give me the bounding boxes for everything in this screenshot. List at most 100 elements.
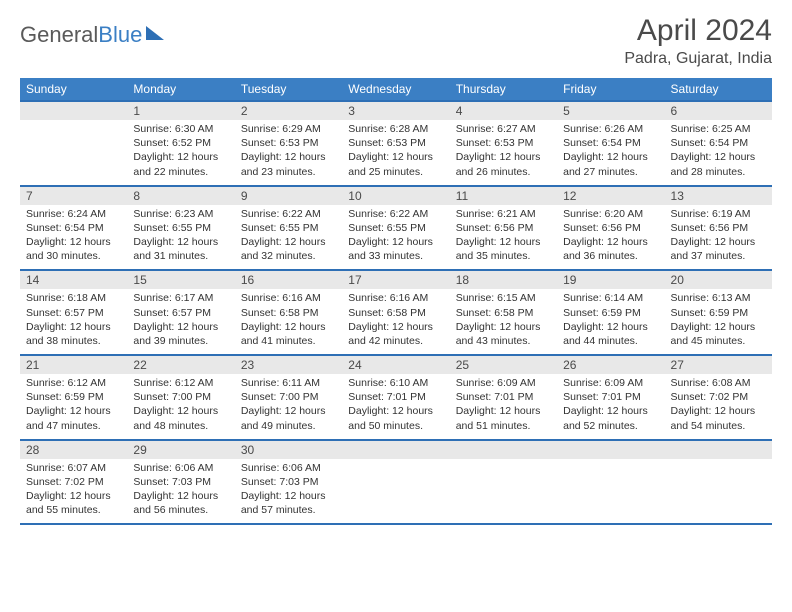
daylight-line: Daylight: 12 hours and 42 minutes.	[348, 320, 443, 348]
calendar-cell: 23Sunrise: 6:11 AMSunset: 7:00 PMDayligh…	[235, 355, 342, 440]
sunset-line: Sunset: 6:55 PM	[133, 221, 228, 235]
calendar-cell: 20Sunrise: 6:13 AMSunset: 6:59 PMDayligh…	[665, 270, 772, 355]
sunrise-line: Sunrise: 6:28 AM	[348, 122, 443, 136]
daylight-line: Daylight: 12 hours and 43 minutes.	[456, 320, 551, 348]
day-number: 16	[235, 271, 342, 289]
daylight-line: Daylight: 12 hours and 39 minutes.	[133, 320, 228, 348]
sunrise-line: Sunrise: 6:16 AM	[241, 291, 336, 305]
day-details	[450, 459, 557, 515]
sunset-value: 6:53 PM	[494, 137, 533, 149]
sunrise-value: 6:17 AM	[175, 292, 214, 304]
calendar-row: 28Sunrise: 6:07 AMSunset: 7:02 PMDayligh…	[20, 440, 772, 525]
sunset-value: 6:53 PM	[387, 137, 426, 149]
page-header: GeneralBlue April 2024 Padra, Gujarat, I…	[20, 14, 772, 68]
day-number: 9	[235, 187, 342, 205]
sunrise-value: 6:21 AM	[497, 208, 536, 220]
day-details: Sunrise: 6:07 AMSunset: 7:02 PMDaylight:…	[20, 459, 127, 524]
calendar-cell: 7Sunrise: 6:24 AMSunset: 6:54 PMDaylight…	[20, 186, 127, 271]
calendar-row: 21Sunrise: 6:12 AMSunset: 6:59 PMDayligh…	[20, 355, 772, 440]
daylight-line: Daylight: 12 hours and 57 minutes.	[241, 489, 336, 517]
day-details: Sunrise: 6:15 AMSunset: 6:58 PMDaylight:…	[450, 289, 557, 354]
weekday-header: Sunday	[20, 78, 127, 101]
day-details: Sunrise: 6:20 AMSunset: 6:56 PMDaylight:…	[557, 205, 664, 270]
sunset-value: 6:54 PM	[602, 137, 641, 149]
sunrise-value: 6:22 AM	[390, 208, 429, 220]
daylight-line: Daylight: 12 hours and 48 minutes.	[133, 404, 228, 432]
sunrise-value: 6:06 AM	[175, 462, 214, 474]
sunset-value: 6:55 PM	[387, 222, 426, 234]
logo: GeneralBlue	[20, 14, 164, 48]
logo-word2: Blue	[98, 22, 142, 47]
day-number	[20, 102, 127, 120]
daylight-line: Daylight: 12 hours and 31 minutes.	[133, 235, 228, 263]
daylight-line: Daylight: 12 hours and 36 minutes.	[563, 235, 658, 263]
sunset-line: Sunset: 7:02 PM	[671, 390, 766, 404]
calendar-cell: 29Sunrise: 6:06 AMSunset: 7:03 PMDayligh…	[127, 440, 234, 525]
day-details: Sunrise: 6:22 AMSunset: 6:55 PMDaylight:…	[235, 205, 342, 270]
sunrise-value: 6:14 AM	[605, 292, 644, 304]
daylight-line: Daylight: 12 hours and 54 minutes.	[671, 404, 766, 432]
day-number: 17	[342, 271, 449, 289]
weekday-header: Wednesday	[342, 78, 449, 101]
day-details: Sunrise: 6:29 AMSunset: 6:53 PMDaylight:…	[235, 120, 342, 185]
daylight-value: 12 hours and 54 minutes.	[671, 405, 756, 431]
day-number: 10	[342, 187, 449, 205]
sunrise-line: Sunrise: 6:29 AM	[241, 122, 336, 136]
sunrise-line: Sunrise: 6:11 AM	[241, 376, 336, 390]
sunset-line: Sunset: 6:59 PM	[563, 306, 658, 320]
daylight-value: 12 hours and 56 minutes.	[133, 490, 218, 516]
sunset-line: Sunset: 7:00 PM	[133, 390, 228, 404]
daylight-line: Daylight: 12 hours and 35 minutes.	[456, 235, 551, 263]
sunset-value: 6:54 PM	[65, 222, 104, 234]
daylight-value: 12 hours and 32 minutes.	[241, 236, 326, 262]
sunrise-value: 6:19 AM	[712, 208, 751, 220]
day-number: 8	[127, 187, 234, 205]
day-details: Sunrise: 6:28 AMSunset: 6:53 PMDaylight:…	[342, 120, 449, 185]
sunrise-value: 6:22 AM	[282, 208, 321, 220]
sunset-line: Sunset: 6:53 PM	[241, 136, 336, 150]
calendar-cell: 24Sunrise: 6:10 AMSunset: 7:01 PMDayligh…	[342, 355, 449, 440]
sunrise-line: Sunrise: 6:16 AM	[348, 291, 443, 305]
daylight-value: 12 hours and 25 minutes.	[348, 151, 433, 177]
sunrise-line: Sunrise: 6:21 AM	[456, 207, 551, 221]
sunset-line: Sunset: 7:03 PM	[133, 475, 228, 489]
weekday-header: Tuesday	[235, 78, 342, 101]
calendar-cell: 13Sunrise: 6:19 AMSunset: 6:56 PMDayligh…	[665, 186, 772, 271]
calendar-cell: 14Sunrise: 6:18 AMSunset: 6:57 PMDayligh…	[20, 270, 127, 355]
day-details: Sunrise: 6:14 AMSunset: 6:59 PMDaylight:…	[557, 289, 664, 354]
calendar-cell-empty	[665, 440, 772, 525]
calendar-cell: 25Sunrise: 6:09 AMSunset: 7:01 PMDayligh…	[450, 355, 557, 440]
day-details: Sunrise: 6:16 AMSunset: 6:58 PMDaylight:…	[342, 289, 449, 354]
sunrise-line: Sunrise: 6:27 AM	[456, 122, 551, 136]
day-number: 23	[235, 356, 342, 374]
sunset-line: Sunset: 6:53 PM	[456, 136, 551, 150]
daylight-value: 12 hours and 31 minutes.	[133, 236, 218, 262]
daylight-line: Daylight: 12 hours and 41 minutes.	[241, 320, 336, 348]
sunrise-value: 6:12 AM	[175, 377, 214, 389]
sunset-value: 6:59 PM	[709, 307, 748, 319]
calendar-cell: 9Sunrise: 6:22 AMSunset: 6:55 PMDaylight…	[235, 186, 342, 271]
calendar-cell: 28Sunrise: 6:07 AMSunset: 7:02 PMDayligh…	[20, 440, 127, 525]
day-number: 22	[127, 356, 234, 374]
sunset-line: Sunset: 6:54 PM	[671, 136, 766, 150]
sunset-value: 6:58 PM	[279, 307, 318, 319]
sunset-line: Sunset: 6:56 PM	[563, 221, 658, 235]
daylight-value: 12 hours and 22 minutes.	[133, 151, 218, 177]
day-details: Sunrise: 6:16 AMSunset: 6:58 PMDaylight:…	[235, 289, 342, 354]
sunset-value: 6:57 PM	[172, 307, 211, 319]
sunset-line: Sunset: 6:56 PM	[671, 221, 766, 235]
sunrise-value: 6:10 AM	[390, 377, 429, 389]
title-block: April 2024 Padra, Gujarat, India	[624, 14, 772, 68]
sunset-value: 7:03 PM	[172, 476, 211, 488]
sunset-value: 6:58 PM	[387, 307, 426, 319]
daylight-line: Daylight: 12 hours and 49 minutes.	[241, 404, 336, 432]
day-details	[557, 459, 664, 515]
sunset-value: 7:01 PM	[387, 391, 426, 403]
calendar-cell: 18Sunrise: 6:15 AMSunset: 6:58 PMDayligh…	[450, 270, 557, 355]
day-number: 28	[20, 441, 127, 459]
day-number: 12	[557, 187, 664, 205]
sunset-line: Sunset: 7:01 PM	[456, 390, 551, 404]
sunset-line: Sunset: 6:59 PM	[671, 306, 766, 320]
day-number: 26	[557, 356, 664, 374]
daylight-value: 12 hours and 44 minutes.	[563, 321, 648, 347]
